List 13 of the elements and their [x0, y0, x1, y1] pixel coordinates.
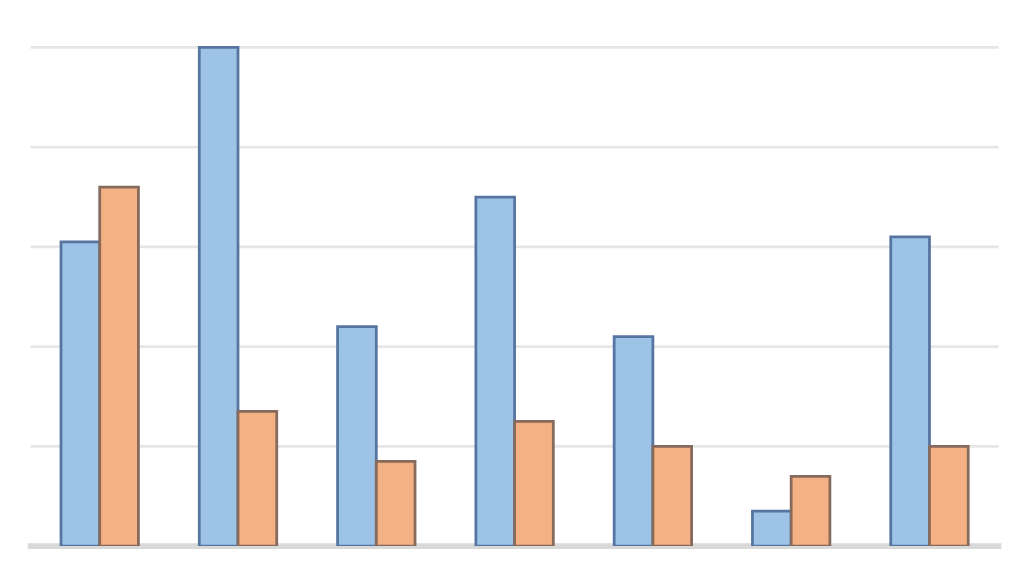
bar [789, 474, 832, 547]
bar [336, 325, 378, 547]
bar [928, 444, 970, 547]
bar [98, 185, 140, 547]
bar [236, 410, 279, 547]
bar [474, 195, 516, 547]
bar [651, 444, 693, 547]
bar [374, 459, 417, 547]
bar [612, 335, 655, 547]
bar [513, 420, 555, 547]
bar [751, 509, 793, 547]
bar [197, 46, 240, 547]
bar [889, 235, 931, 547]
